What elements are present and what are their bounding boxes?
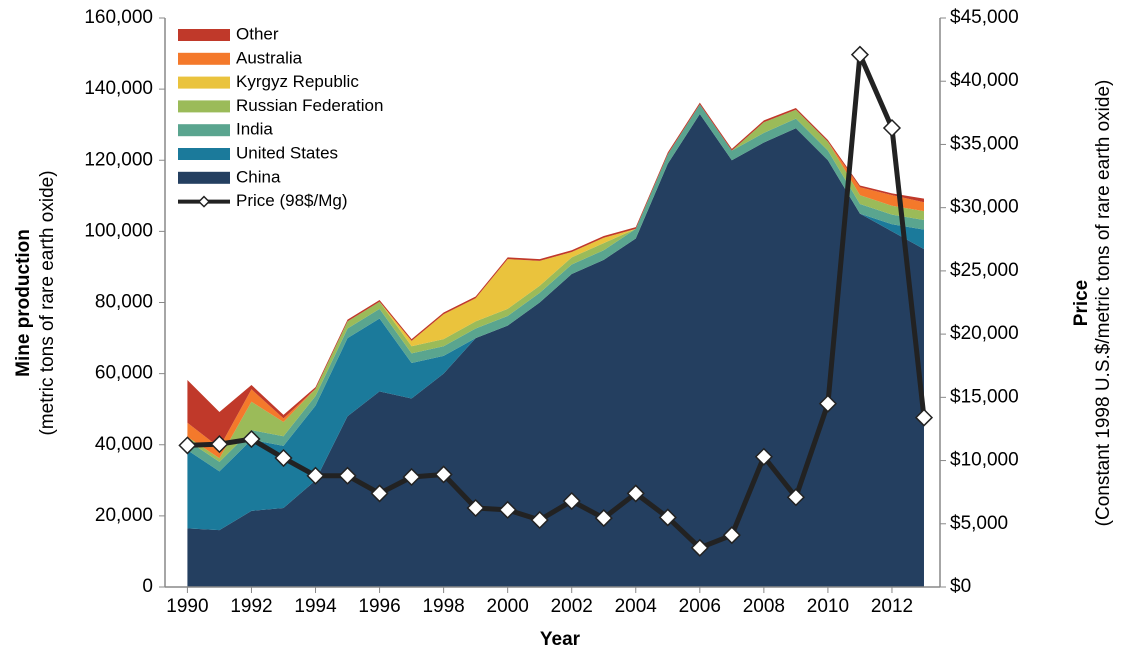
price-marker [530,510,549,530]
price-marker [210,435,229,454]
y2-tick-label: $35,000 [950,133,1019,154]
area [187,114,924,588]
y2-tick-label: $0 [950,576,971,597]
legend-label: United States [236,143,338,162]
x-tick-label: 2012 [871,596,913,617]
x-tick-label: 1996 [358,596,400,617]
y2-tick-label: $5,000 [950,513,1008,534]
x-tick-label: 2006 [679,596,721,617]
x-tick-label: 1994 [294,596,337,617]
x-tick-label: 2002 [551,596,593,617]
legend-label: Russian Federation [236,96,383,115]
y-tick-label: 0 [142,576,153,597]
x-tick-label: 1998 [422,596,464,617]
price-marker [498,500,517,519]
y-tick-label: 60,000 [95,363,153,384]
y2-axis-note: (Constant 1998 U.S.$/metric tons of rare… [1093,80,1114,527]
area [187,104,924,462]
price-marker [466,498,485,518]
y2-tick-label: $15,000 [950,386,1019,407]
price-marker [370,484,389,503]
y2-tick-label: $20,000 [950,323,1019,344]
price-marker [594,509,613,528]
price-marker [914,408,934,427]
price-marker [562,491,581,511]
x-axis-label: Year [540,629,581,650]
price-marker [658,508,677,527]
x-tick-label: 2004 [615,596,658,617]
legend-swatch [178,76,230,89]
price-marker [754,447,773,466]
price-marker [786,488,805,507]
area [187,104,924,472]
area [187,114,924,531]
y2-tick-label: $25,000 [950,260,1019,281]
price-marker [178,436,197,455]
y2-tick-label: $10,000 [950,450,1019,471]
y-tick-label: 160,000 [84,7,153,28]
x-tick-label: 2000 [487,596,529,617]
price-marker [274,448,293,468]
legend-swatch [178,124,230,137]
legend-swatch [178,100,230,113]
legend-label: Other [236,24,279,43]
y2-tick-label: $40,000 [950,70,1019,91]
price-marker [818,394,837,413]
y-tick-label: 80,000 [95,292,153,313]
legend-marker [197,195,211,208]
y2-tick-label: $30,000 [950,197,1019,218]
y2-axis-label: Price [1071,280,1092,326]
x-tick-label: 1990 [166,596,208,617]
y-axis-label: Mine production [13,229,34,377]
price-marker [882,118,902,138]
legend-label: Kyrgyz Republic [236,72,359,91]
price-marker [850,45,869,64]
y-tick-label: 140,000 [84,78,153,99]
legend-label: China [236,167,281,186]
price-marker [242,429,261,449]
legend-label: Australia [236,48,303,67]
price-marker [690,538,709,557]
y-tick-label: 120,000 [84,149,153,170]
legend-swatch [178,52,230,65]
legend-swatch [178,29,230,41]
legend-label: India [236,120,273,139]
legend-swatch [178,171,230,184]
y-tick-label: 100,000 [84,220,153,241]
y2-tick-label: $45,000 [950,7,1019,28]
price-marker [338,466,357,485]
price-marker [402,467,421,487]
legend-swatch [178,148,230,160]
x-tick-label: 1992 [230,596,272,617]
price-marker [434,465,453,484]
price-marker [306,466,325,485]
legend-label: Price (98$/Mg) [236,191,347,210]
y-axis-note: (metric tons of rare earth oxide) [37,170,58,435]
x-tick-label: 2010 [807,596,849,617]
x-tick-label: 2008 [743,596,785,617]
price-marker [722,526,741,545]
price-marker [626,484,645,503]
y-tick-label: 40,000 [95,434,153,455]
y-tick-label: 20,000 [95,505,153,526]
